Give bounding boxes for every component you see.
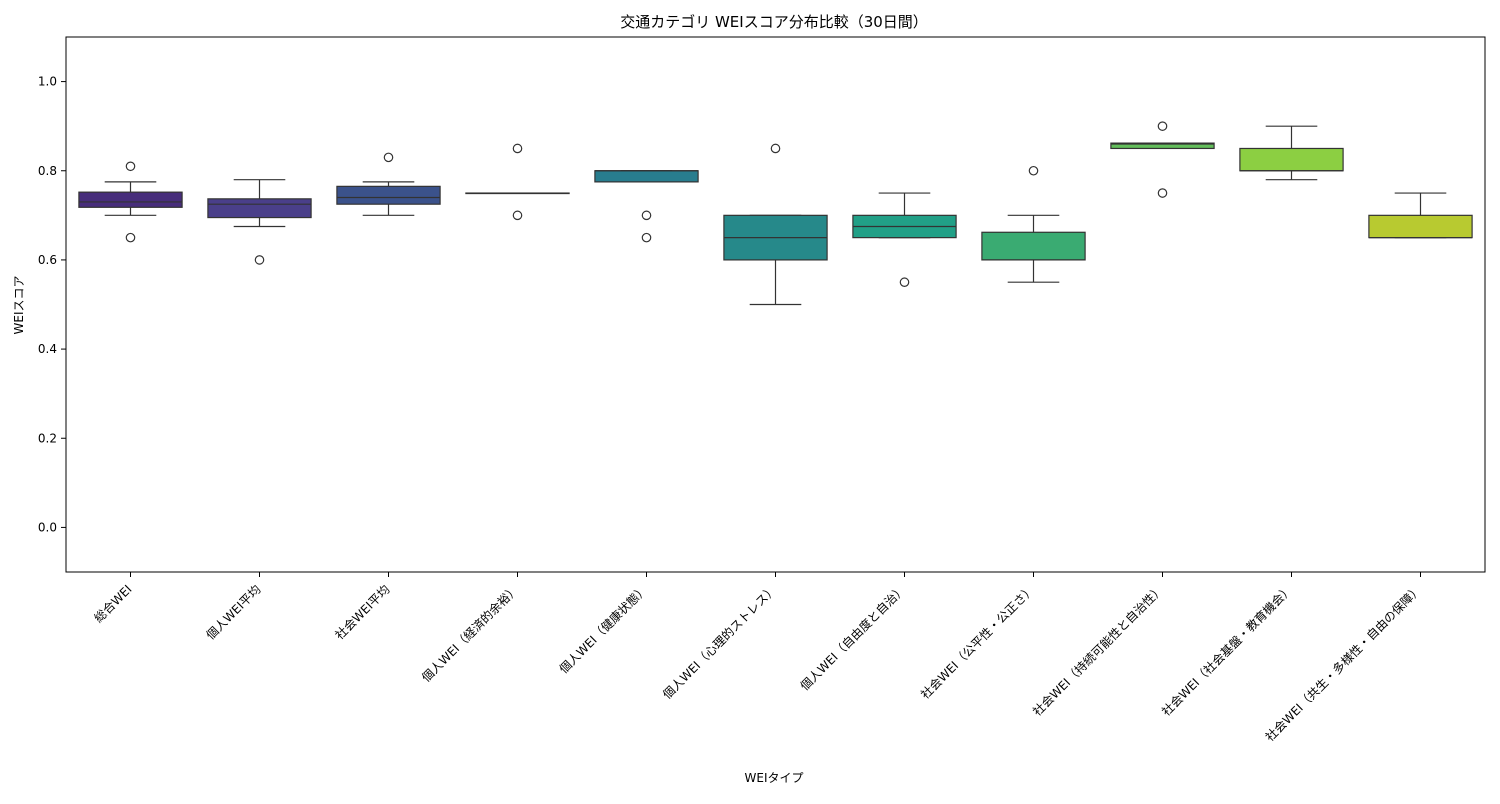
y-tick-label: 0.2 bbox=[38, 431, 57, 445]
x-tick-label: 社会WEI平均 bbox=[332, 582, 393, 643]
outlier-point bbox=[383, 152, 394, 163]
box-iqr bbox=[1368, 214, 1473, 239]
outlier-point bbox=[899, 277, 910, 288]
x-tick-label: 総合WEI bbox=[91, 582, 135, 626]
outlier-point bbox=[1157, 188, 1168, 198]
box-group bbox=[723, 143, 828, 306]
x-tick-label: 社会WEI（共生・多様性・自由の保障） bbox=[1262, 582, 1425, 745]
x-tick-label: 社会WEI（持続可能性と自治性） bbox=[1029, 582, 1166, 719]
box-iqr bbox=[207, 198, 312, 219]
y-tick-label: 0.0 bbox=[38, 520, 57, 534]
x-tick-label: 個人WEI（経済的余裕） bbox=[418, 582, 521, 685]
x-tick-label: 社会WEI（公平性・公正さ） bbox=[917, 582, 1037, 702]
outlier-point bbox=[641, 210, 652, 221]
box-group bbox=[981, 165, 1086, 283]
box-iqr bbox=[981, 231, 1086, 261]
outlier-point bbox=[1157, 121, 1168, 131]
box-iqr bbox=[1239, 147, 1344, 172]
y-tick-label: 0.6 bbox=[38, 253, 57, 267]
outlier-point bbox=[125, 161, 136, 172]
outlier-point bbox=[512, 143, 523, 154]
x-axis: 総合WEI 個人WEI平均 社会WEI平均 個人WEI（経済的余裕） 個人WEI（健康状… bbox=[91, 572, 1425, 744]
box-group bbox=[336, 152, 441, 216]
outlier-point bbox=[254, 255, 265, 265]
outlier-point bbox=[125, 232, 136, 243]
box-group bbox=[207, 179, 312, 265]
box-iqr bbox=[1110, 142, 1215, 150]
box-group bbox=[1239, 125, 1344, 181]
box-group bbox=[594, 170, 699, 243]
box-group bbox=[1368, 192, 1473, 239]
x-axis-label: WEIタイプ bbox=[745, 771, 804, 785]
outlier-point bbox=[1028, 165, 1039, 176]
y-axis-label: WEIスコア bbox=[12, 276, 26, 335]
x-tick-label: 個人WEI平均 bbox=[204, 582, 264, 642]
box-iqr bbox=[594, 170, 699, 183]
box-iqr bbox=[336, 185, 441, 205]
box-group bbox=[465, 143, 570, 221]
x-tick-label: 個人WEI（心理的ストレス） bbox=[659, 582, 779, 702]
x-tick-label: 社会WEI（社会基盤・教育機会） bbox=[1158, 582, 1295, 719]
chart-title: 交通カテゴリ WEIスコア分布比較（30日間） bbox=[620, 13, 928, 31]
outlier-point bbox=[641, 232, 652, 243]
boxes-layer bbox=[78, 121, 1473, 306]
outlier-point bbox=[770, 143, 781, 154]
outlier-point bbox=[512, 210, 523, 221]
x-tick-label: 個人WEI（自由度と自治） bbox=[797, 582, 909, 694]
y-tick-label: 0.4 bbox=[38, 342, 57, 356]
box-group bbox=[1110, 121, 1215, 198]
y-axis: 0.0 0.2 0.4 0.6 0.8 1.0 bbox=[38, 75, 66, 534]
box-iqr bbox=[78, 191, 183, 208]
box-group bbox=[78, 161, 183, 243]
x-tick-label: 個人WEI（健康状態） bbox=[556, 582, 651, 677]
y-tick-label: 0.8 bbox=[38, 164, 57, 178]
box-group bbox=[852, 192, 957, 288]
y-tick-label: 1.0 bbox=[38, 75, 57, 89]
